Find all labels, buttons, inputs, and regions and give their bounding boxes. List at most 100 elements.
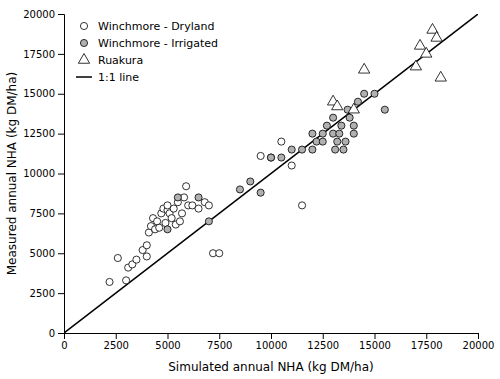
point xyxy=(346,114,353,121)
point xyxy=(381,106,388,113)
legend-label: Winchmore - Dryland xyxy=(98,20,214,33)
x-tick: 10000 xyxy=(256,333,288,351)
point xyxy=(332,146,339,153)
point xyxy=(342,138,349,145)
y-tick-mark xyxy=(58,333,64,334)
point xyxy=(267,154,274,161)
point xyxy=(257,189,264,196)
point xyxy=(338,122,345,129)
y-tick-mark xyxy=(58,54,64,55)
series-points xyxy=(327,23,446,113)
x-tick-mark xyxy=(478,333,479,339)
point xyxy=(143,253,150,260)
legend-entry: Winchmore - Irrigated xyxy=(80,37,218,50)
legend-label: 1:1 line xyxy=(98,71,139,84)
point xyxy=(247,178,254,185)
x-tick-label: 0 xyxy=(61,340,67,351)
x-tick: 12500 xyxy=(307,333,339,351)
point xyxy=(288,146,295,153)
x-tick: 0 xyxy=(61,333,67,351)
x-tick: 5000 xyxy=(155,333,180,351)
y-tick-mark xyxy=(58,94,64,95)
y-tick-label: 17500 xyxy=(23,49,55,60)
point xyxy=(156,224,163,231)
y-axis: 02500500075001000012500150001750020000 xyxy=(23,9,64,339)
legend-label: Ruakura xyxy=(98,54,143,67)
x-tick-mark xyxy=(375,333,376,339)
x-tick: 2500 xyxy=(104,333,129,351)
point xyxy=(178,210,185,217)
y-tick-label: 12500 xyxy=(23,128,55,139)
x-tick-mark xyxy=(271,333,272,339)
point xyxy=(176,218,183,225)
x-tick-label: 20000 xyxy=(463,340,495,351)
x-tick: 7500 xyxy=(207,333,232,351)
y-tick: 15000 xyxy=(23,88,64,99)
point xyxy=(205,218,212,225)
reference-line xyxy=(64,14,478,333)
point xyxy=(267,154,274,161)
y-tick-mark xyxy=(58,213,64,214)
point xyxy=(361,90,368,97)
point xyxy=(323,122,330,129)
legend-label: Winchmore - Irrigated xyxy=(98,37,218,50)
point xyxy=(216,250,223,257)
legend-swatch xyxy=(76,76,92,78)
marks xyxy=(64,14,478,333)
legend-entry: 1:1 line xyxy=(76,71,139,84)
point xyxy=(332,100,343,110)
y-tick: 7500 xyxy=(30,208,64,219)
x-axis-line xyxy=(65,334,479,340)
x-tick-mark xyxy=(426,333,427,339)
point xyxy=(195,205,202,212)
point xyxy=(421,47,432,57)
y-tick-label: 7500 xyxy=(30,208,55,219)
point xyxy=(348,103,359,113)
x-tick-mark xyxy=(219,333,220,339)
point xyxy=(319,130,326,137)
point xyxy=(183,183,190,190)
y-tick: 2500 xyxy=(30,288,64,299)
point xyxy=(298,146,305,153)
series-points xyxy=(106,138,306,285)
point xyxy=(195,194,202,201)
point xyxy=(164,226,171,233)
point xyxy=(309,146,316,153)
point xyxy=(350,122,357,129)
point xyxy=(133,256,140,263)
y-tick: 5000 xyxy=(30,248,64,259)
y-tick-mark xyxy=(58,253,64,254)
y-tick-label: 20000 xyxy=(23,9,55,20)
y-tick: 20000 xyxy=(23,9,64,20)
y-tick: 12500 xyxy=(23,128,64,139)
x-tick-mark xyxy=(323,333,324,339)
point xyxy=(414,39,425,49)
point xyxy=(170,205,177,212)
x-tick-label: 7500 xyxy=(207,340,232,351)
point xyxy=(205,202,212,209)
series-points xyxy=(164,90,388,233)
y-tick-label: 10000 xyxy=(23,168,55,179)
point xyxy=(340,146,347,153)
point xyxy=(330,114,337,121)
x-axis-title: Simulated annual NHA (kg DM/ha) xyxy=(168,360,374,374)
y-axis-line xyxy=(58,15,65,334)
point xyxy=(278,138,285,145)
point xyxy=(288,162,295,169)
y-tick-mark xyxy=(58,174,64,175)
x-tick-label: 5000 xyxy=(155,340,180,351)
y-tick-label: 2500 xyxy=(30,288,55,299)
legend-entry: Ruakura xyxy=(78,53,143,66)
x-tick-mark xyxy=(116,333,117,339)
point xyxy=(410,60,421,70)
y-tick: 17500 xyxy=(23,49,64,60)
x-tick: 20000 xyxy=(463,333,495,351)
y-tick-mark xyxy=(58,14,64,15)
x-tick: 17500 xyxy=(411,333,443,351)
point xyxy=(257,152,264,159)
y-axis-title: Measured annual NHA (kg DM/ha) xyxy=(5,72,19,275)
point xyxy=(309,130,316,137)
point xyxy=(123,277,130,284)
y-tick: 10000 xyxy=(23,168,64,179)
y-tick-mark xyxy=(58,293,64,294)
